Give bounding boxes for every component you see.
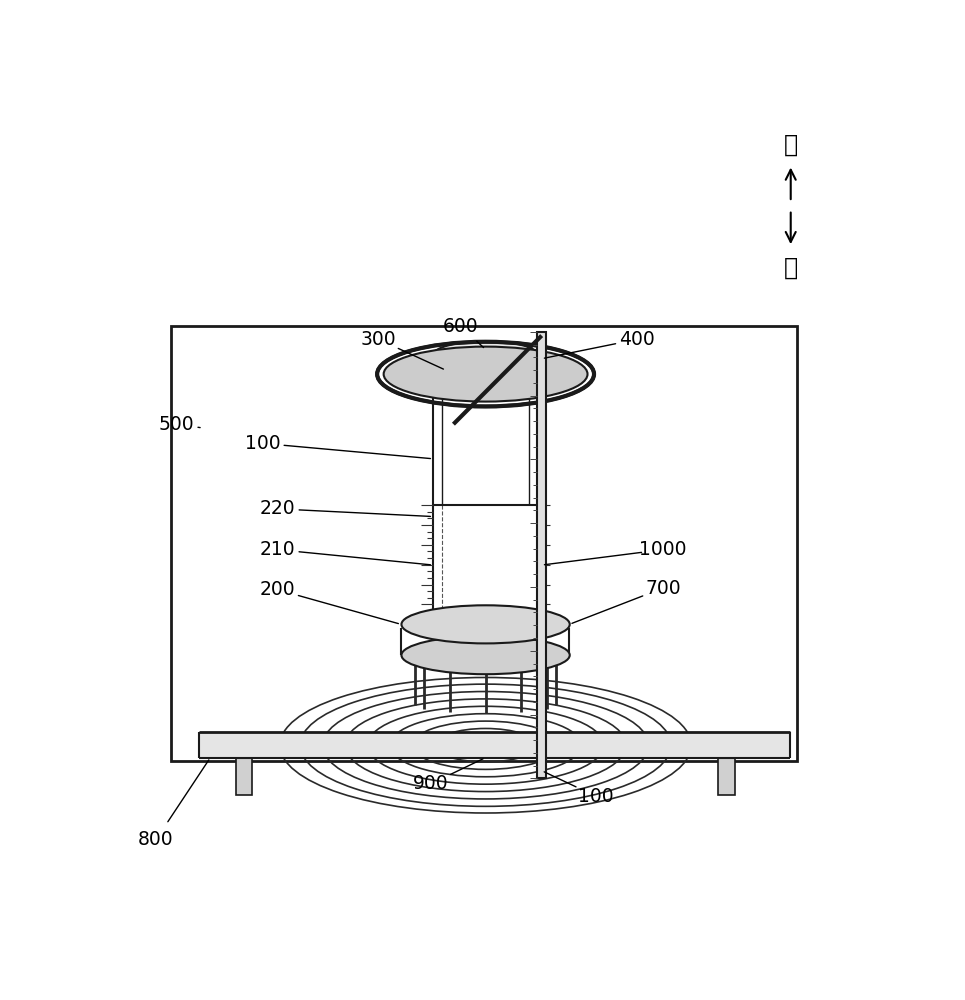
Ellipse shape: [433, 612, 538, 636]
Text: 上: 上: [784, 133, 798, 157]
Bar: [718, 758, 734, 795]
Ellipse shape: [401, 605, 569, 643]
Bar: [235, 758, 252, 795]
Ellipse shape: [384, 347, 588, 402]
Text: 210: 210: [260, 540, 295, 559]
Text: 500: 500: [159, 415, 195, 434]
Text: 220: 220: [260, 499, 295, 518]
Bar: [538, 332, 546, 778]
Ellipse shape: [433, 341, 538, 368]
Text: 1000: 1000: [639, 540, 686, 559]
Text: 600: 600: [443, 317, 479, 336]
Text: 300: 300: [361, 330, 397, 349]
Text: 100: 100: [245, 434, 281, 453]
Text: 700: 700: [645, 579, 680, 598]
Text: 下: 下: [784, 256, 798, 280]
Text: 900: 900: [413, 774, 449, 793]
Bar: [199, 732, 790, 758]
Ellipse shape: [401, 636, 569, 674]
Bar: [172, 326, 797, 761]
Text: 100: 100: [578, 787, 614, 806]
Text: 800: 800: [138, 830, 174, 849]
Text: 400: 400: [619, 330, 654, 349]
Text: 200: 200: [260, 580, 295, 599]
